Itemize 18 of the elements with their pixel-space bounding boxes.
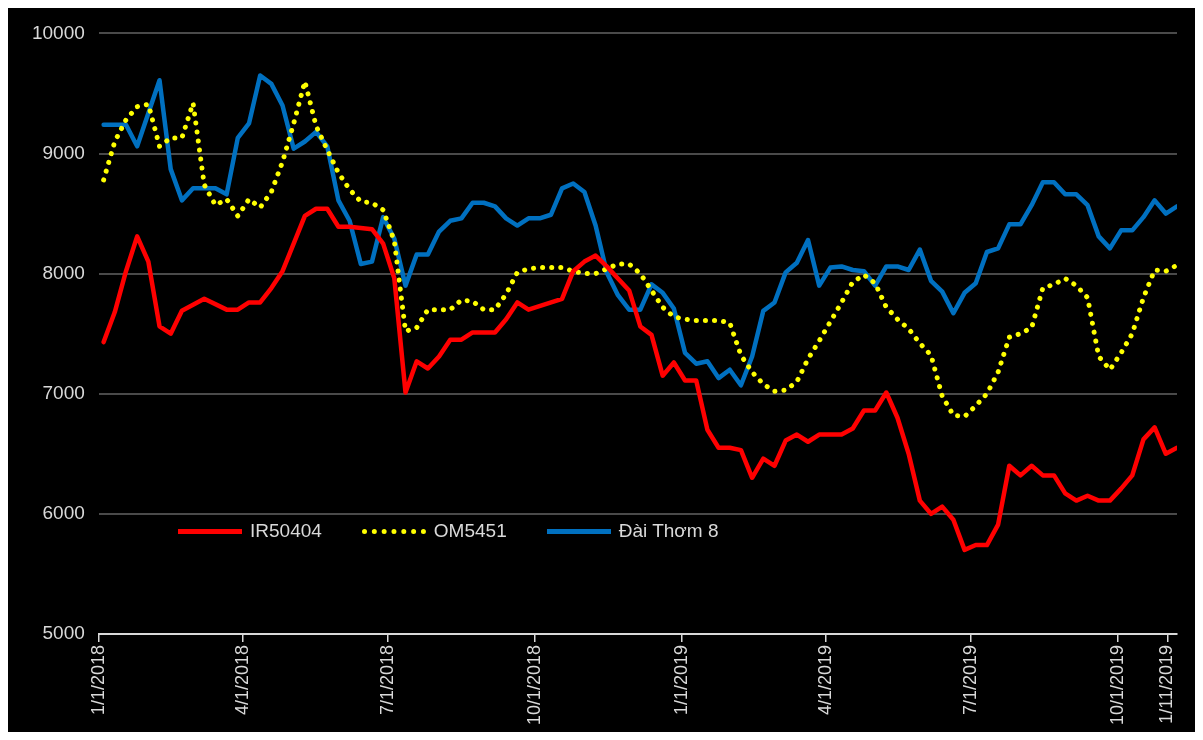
y-tick-label: 9000: [42, 141, 85, 163]
x-tick-label: 4/1/2019: [814, 644, 835, 715]
y-tick-label: 10000: [31, 21, 85, 43]
x-tick-label: 7/1/2019: [959, 644, 980, 715]
y-tick-label: 8000: [42, 261, 85, 283]
legend-label: Đài Thơm 8: [618, 520, 719, 542]
legend-label: OM5451: [433, 520, 507, 542]
x-tick-label: 10/1/2018: [523, 644, 544, 725]
y-tick-label: 6000: [42, 502, 85, 524]
y-tick-label: 7000: [42, 381, 85, 403]
x-tick-label: 10/1/2019: [1106, 644, 1127, 725]
x-tick-label: 7/1/2018: [376, 644, 397, 715]
legend-label: IR50404: [250, 520, 322, 542]
x-tick-label: 1/1/2018: [87, 644, 108, 715]
x-tick-label: 1/1/2019: [670, 644, 691, 715]
x-tick-label: 1/11/2019: [1156, 644, 1177, 724]
x-tick-label: 4/1/2018: [231, 644, 252, 715]
y-tick-label: 5000: [42, 622, 85, 644]
